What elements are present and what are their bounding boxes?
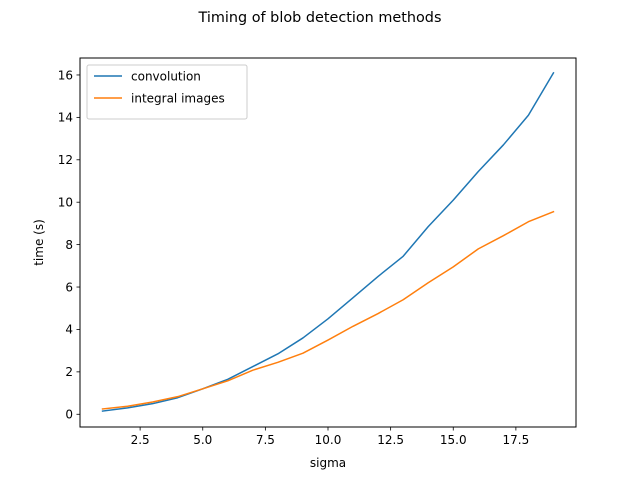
x-axis-label: sigma	[310, 456, 346, 470]
legend: convolution integral images	[86, 64, 248, 120]
y-tick-label: 16	[58, 68, 73, 82]
x-tick-label: 17.5	[503, 433, 530, 447]
series-line-0	[101, 71, 555, 412]
y-tick-label: 2	[65, 365, 73, 379]
y-tick-label: 6	[65, 280, 73, 294]
y-tick-label: 8	[65, 238, 73, 252]
x-tick-label: 15.0	[440, 433, 467, 447]
chart-title: Timing of blob detection methods	[198, 10, 442, 26]
x-tick-label: 12.5	[377, 433, 404, 447]
y-tick-label: 10	[58, 196, 73, 210]
plot-frame	[79, 57, 577, 428]
y-tick-label: 0	[65, 408, 73, 422]
x-tick-label: 2.5	[131, 433, 150, 447]
y-axis-label: time (s)	[32, 219, 46, 266]
y-tick-label: 4	[65, 323, 73, 337]
series-line-1	[101, 210, 555, 410]
legend-box	[86, 64, 248, 120]
legend-label: integral images	[131, 91, 225, 105]
y-tick-label: 14	[58, 111, 73, 125]
x-tick-label: 7.5	[256, 433, 275, 447]
y-tick-label: 12	[58, 153, 73, 167]
x-tick-label: 10.0	[315, 433, 342, 447]
x-tick-label: 5.0	[193, 433, 212, 447]
legend-label: convolution	[131, 69, 201, 83]
